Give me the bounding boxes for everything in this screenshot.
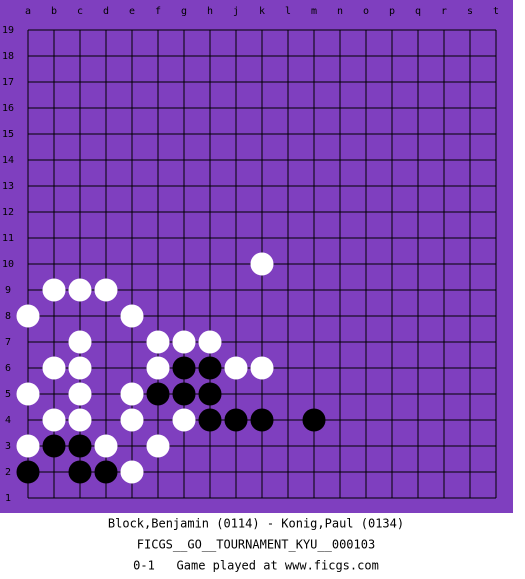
column-label: q	[415, 6, 421, 17]
row-label: 15	[2, 129, 14, 140]
column-label: e	[129, 6, 135, 17]
row-label: 19	[2, 25, 14, 36]
column-label: c	[77, 6, 83, 17]
column-label: p	[389, 6, 395, 17]
column-label: s	[467, 6, 473, 17]
white-stone	[68, 382, 92, 406]
black-stone	[68, 460, 92, 484]
row-label: 10	[2, 259, 14, 270]
white-stone	[94, 434, 118, 458]
row-label: 14	[2, 155, 14, 166]
white-stone	[172, 408, 196, 432]
white-stone	[250, 356, 274, 380]
column-label: h	[207, 6, 213, 17]
black-stone	[224, 408, 248, 432]
column-label: o	[363, 6, 369, 17]
white-stone	[68, 278, 92, 302]
black-stone	[16, 460, 40, 484]
black-stone	[68, 434, 92, 458]
row-label: 17	[2, 77, 14, 88]
row-label: 13	[2, 181, 14, 192]
result: 0-1 Game played at www.ficgs.com	[133, 559, 379, 573]
white-stone	[146, 330, 170, 354]
row-label: 1	[5, 493, 11, 504]
black-stone	[198, 408, 222, 432]
row-label: 5	[5, 389, 11, 400]
white-stone	[120, 408, 144, 432]
black-stone	[198, 356, 222, 380]
white-stone	[16, 434, 40, 458]
white-stone	[172, 330, 196, 354]
black-stone	[42, 434, 66, 458]
white-stone	[198, 330, 222, 354]
column-label: b	[51, 6, 57, 17]
black-stone	[172, 356, 196, 380]
black-stone	[250, 408, 274, 432]
column-label: l	[285, 6, 291, 17]
black-stone	[172, 382, 196, 406]
players: Block,Benjamin (0114) - Konig,Paul (0134…	[108, 517, 404, 531]
column-label: r	[441, 6, 447, 17]
white-stone	[42, 356, 66, 380]
white-stone	[16, 382, 40, 406]
column-label: a	[25, 6, 31, 17]
row-label: 4	[5, 415, 11, 426]
row-label: 7	[5, 337, 11, 348]
white-stone	[42, 408, 66, 432]
row-label: 16	[2, 103, 14, 114]
row-label: 12	[2, 207, 14, 218]
column-label: n	[337, 6, 343, 17]
black-stone	[302, 408, 326, 432]
row-label: 6	[5, 363, 11, 374]
column-label: k	[259, 6, 265, 17]
white-stone	[16, 304, 40, 328]
row-label: 2	[5, 467, 11, 478]
row-label: 3	[5, 441, 11, 452]
column-label: t	[493, 6, 499, 17]
row-label: 11	[2, 233, 14, 244]
column-label: d	[103, 6, 109, 17]
black-stone	[198, 382, 222, 406]
white-stone	[146, 356, 170, 380]
white-stone	[94, 278, 118, 302]
white-stone	[224, 356, 248, 380]
event: FICGS__GO__TOURNAMENT_KYU__000103	[137, 538, 375, 552]
column-label: g	[181, 6, 187, 17]
column-label: f	[155, 6, 161, 17]
black-stone	[94, 460, 118, 484]
white-stone	[146, 434, 170, 458]
black-stone	[146, 382, 170, 406]
white-stone	[68, 356, 92, 380]
white-stone	[120, 460, 144, 484]
column-label: m	[311, 6, 317, 17]
row-label: 18	[2, 51, 14, 62]
white-stone	[120, 382, 144, 406]
white-stone	[68, 330, 92, 354]
row-label: 9	[5, 285, 11, 296]
white-stone	[120, 304, 144, 328]
white-stone	[68, 408, 92, 432]
row-label: 8	[5, 311, 11, 322]
white-stone	[42, 278, 66, 302]
column-label: j	[233, 6, 239, 17]
white-stone	[250, 252, 274, 276]
